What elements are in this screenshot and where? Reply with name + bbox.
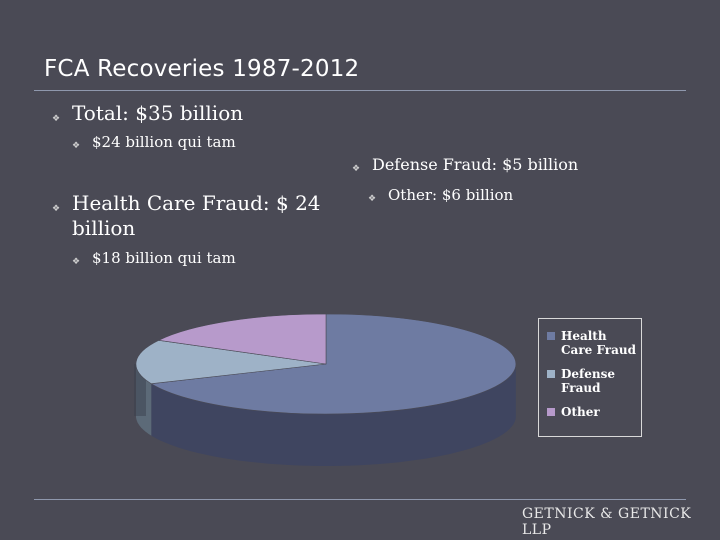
bullet-health-care-text: Health Care Fraud: $ 24 billion bbox=[72, 191, 321, 240]
bullet-total: ❖ Total: $35 billion bbox=[52, 101, 243, 132]
bullet-marker-icon: ❖ bbox=[52, 204, 61, 214]
pie-slice-defense bbox=[135, 339, 327, 385]
legend-label-other: Other bbox=[561, 405, 600, 419]
legend-item-other: Other bbox=[547, 405, 600, 419]
bullet-total-sub-text: $24 billion qui tam bbox=[92, 133, 236, 151]
pie-side-defense bbox=[136, 364, 152, 436]
bullet-marker-icon: ❖ bbox=[52, 114, 61, 124]
bullet-marker-icon: ❖ bbox=[72, 257, 81, 267]
slide-title: FCA Recoveries 1987-2012 bbox=[44, 56, 360, 82]
pie-side-health-care bbox=[151, 366, 516, 466]
bullet-other-text: Other: $6 billion bbox=[388, 186, 514, 204]
legend-swatch-other bbox=[547, 408, 555, 416]
firm-logo: GETNICK & GETNICK LLP bbox=[522, 506, 692, 538]
title-divider bbox=[34, 90, 686, 91]
bullet-health-care-sub: ❖ $18 billion qui tam bbox=[72, 248, 236, 272]
legend-label-defense: Defense Fraud bbox=[561, 367, 615, 395]
bullet-defense: ❖ Defense Fraud: $5 billion bbox=[352, 155, 578, 179]
bullet-total-sub: ❖ $24 billion qui tam bbox=[72, 132, 236, 156]
bullet-marker-icon: ❖ bbox=[352, 164, 361, 174]
legend-item-defense: Defense Fraud bbox=[547, 367, 621, 395]
legend-swatch-health-care bbox=[547, 332, 555, 340]
pie-slice-other bbox=[157, 313, 327, 365]
bullet-defense-text: Defense Fraud: $5 billion bbox=[372, 155, 579, 174]
pie-edge-shade bbox=[134, 364, 146, 416]
legend-item-health-care: Health Care Fraud bbox=[547, 329, 637, 357]
bullet-marker-icon: ❖ bbox=[72, 141, 81, 151]
pie-slice-health-care bbox=[150, 313, 517, 415]
bullet-health-care-sub-text: $18 billion qui tam bbox=[92, 249, 236, 267]
bullet-marker-icon: ❖ bbox=[368, 194, 377, 204]
legend-swatch-defense bbox=[547, 370, 555, 378]
footer-divider bbox=[34, 499, 686, 500]
legend-label-health-care: Health Care Fraud bbox=[561, 329, 636, 357]
bullet-health-care: ❖ Health Care Fraud: $ 24 billion bbox=[52, 191, 352, 241]
chart-legend: Health Care Fraud Defense Fraud Other bbox=[538, 318, 642, 437]
bullet-total-text: Total: $35 billion bbox=[72, 101, 244, 125]
bullet-other: ❖ Other: $6 billion bbox=[368, 185, 513, 209]
